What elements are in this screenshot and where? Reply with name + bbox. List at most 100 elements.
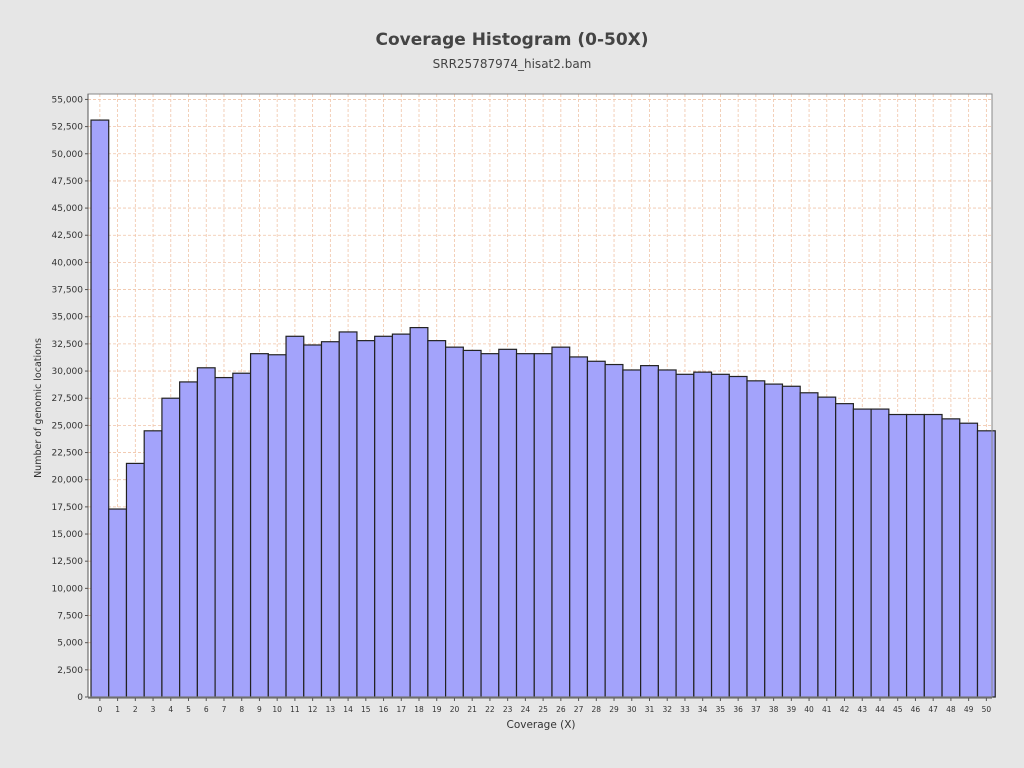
tick-labels: 0 2,500 5,000 7,500 10,000 12,500 15,000 17,500… [52,95,992,714]
x-tick-label: 12 [308,705,318,714]
x-tick-label: 3 [151,705,156,714]
x-tick-label: 33 [680,705,690,714]
x-tick-label: 17 [397,705,407,714]
x-tick-label: 30 [627,705,637,714]
bar-coverage-45 [888,413,908,698]
x-tick-label: 7 [222,705,227,714]
x-tick-label: 28 [592,705,602,714]
bar-coverage-7 [214,376,234,698]
x-tick-label: 46 [911,705,921,714]
y-tick-label: 27,500 [52,394,84,404]
bar-coverage-39 [781,385,801,698]
bar-coverage-22 [480,353,500,698]
x-tick-label: 14 [343,705,353,714]
x-tick-label: 22 [485,705,495,714]
x-tick-label: 11 [290,705,300,714]
bar-coverage-14 [338,331,358,698]
bar-coverage-0 [90,119,110,698]
x-tick-label: 47 [928,705,938,714]
x-tick-label: 26 [556,705,566,714]
bar-coverage-46 [905,413,925,698]
x-tick-label: 34 [698,705,708,714]
bar-coverage-20 [445,346,464,698]
bar-coverage-15 [356,340,376,698]
bar-coverage-21 [462,349,482,698]
x-tick-label: 2 [133,705,138,714]
x-tick-label: 50 [982,705,992,714]
x-tick-label: 25 [538,705,548,714]
bar-coverage-10 [267,354,287,698]
bar-coverage-41 [817,396,837,698]
bar-coverage-34 [693,371,713,698]
chart-subtitle: SRR25787974_hisat2.bam [432,57,592,71]
bar-coverage-26 [551,346,571,698]
bar-coverage-24 [515,353,535,698]
y-tick-label: 40,000 [52,258,84,268]
bar-coverage-49 [959,422,979,698]
x-tick-label: 29 [609,705,619,714]
x-tick-label: 18 [414,705,424,714]
bar-coverage-2 [125,462,145,698]
bar-coverage-32 [657,369,677,698]
bar-coverage-30 [622,369,642,698]
bar-coverage-50 [976,430,996,698]
bar-coverage-43 [852,408,872,698]
axes [85,93,993,701]
x-tick-label: 43 [857,705,867,714]
x-tick-label: 36 [733,705,743,714]
y-tick-label: 7,500 [57,612,83,622]
y-tick-label: 0 [77,693,83,703]
y-tick-label: 5,000 [57,639,83,649]
x-tick-label: 6 [204,705,209,714]
bar-coverage-29 [604,363,624,698]
x-tick-label: 4 [168,705,173,714]
x-axis-label: Coverage (X) [506,719,575,731]
x-tick-label: 23 [503,705,513,714]
y-tick-label: 10,000 [52,584,84,594]
x-tick-label: 49 [964,705,974,714]
bar-coverage-6 [196,367,216,698]
bar-coverage-19 [427,340,447,698]
bar-coverage-17 [391,333,411,698]
y-tick-label: 22,500 [52,449,84,459]
x-tick-label: 45 [893,705,903,714]
x-tick-label: 39 [787,705,797,714]
y-tick-label: 25,000 [52,421,84,431]
x-tick-label: 5 [186,705,191,714]
x-tick-label: 10 [272,705,282,714]
bar-coverage-27 [569,356,589,698]
bar-coverage-42 [835,403,854,698]
x-tick-label: 35 [716,705,726,714]
bar-coverage-12 [303,344,323,698]
y-tick-label: 2,500 [57,666,83,676]
y-tick-label: 12,500 [52,557,84,567]
y-tick-label: 42,500 [52,231,84,241]
bar-coverage-8 [232,372,252,698]
x-tick-label: 8 [239,705,244,714]
x-tick-label: 1 [115,705,120,714]
x-tick-label: 38 [769,705,779,714]
x-tick-label: 41 [822,705,832,714]
x-tick-label: 48 [946,705,956,714]
bar-coverage-13 [320,341,340,698]
x-tick-label: 32 [662,705,672,714]
x-tick-label: 19 [432,705,442,714]
y-tick-label: 15,000 [52,530,84,540]
x-tick-label: 21 [467,705,477,714]
bar-coverage-48 [941,418,961,698]
x-tick-label: 24 [521,705,531,714]
bar-coverage-9 [249,353,269,698]
bar-coverage-40 [799,392,819,698]
bar-coverage-47 [923,413,943,698]
x-tick-label: 13 [326,705,336,714]
x-tick-label: 37 [751,705,761,714]
bar-coverage-18 [409,326,429,698]
bar-coverage-37 [746,380,766,698]
bar-coverage-25 [533,353,553,698]
x-tick-label: 40 [804,705,814,714]
bar-coverage-4 [161,397,181,698]
y-axis-label: Number of genomic locations [33,338,44,478]
bar-coverage-23 [498,348,518,698]
y-tick-label: 32,500 [52,340,84,350]
